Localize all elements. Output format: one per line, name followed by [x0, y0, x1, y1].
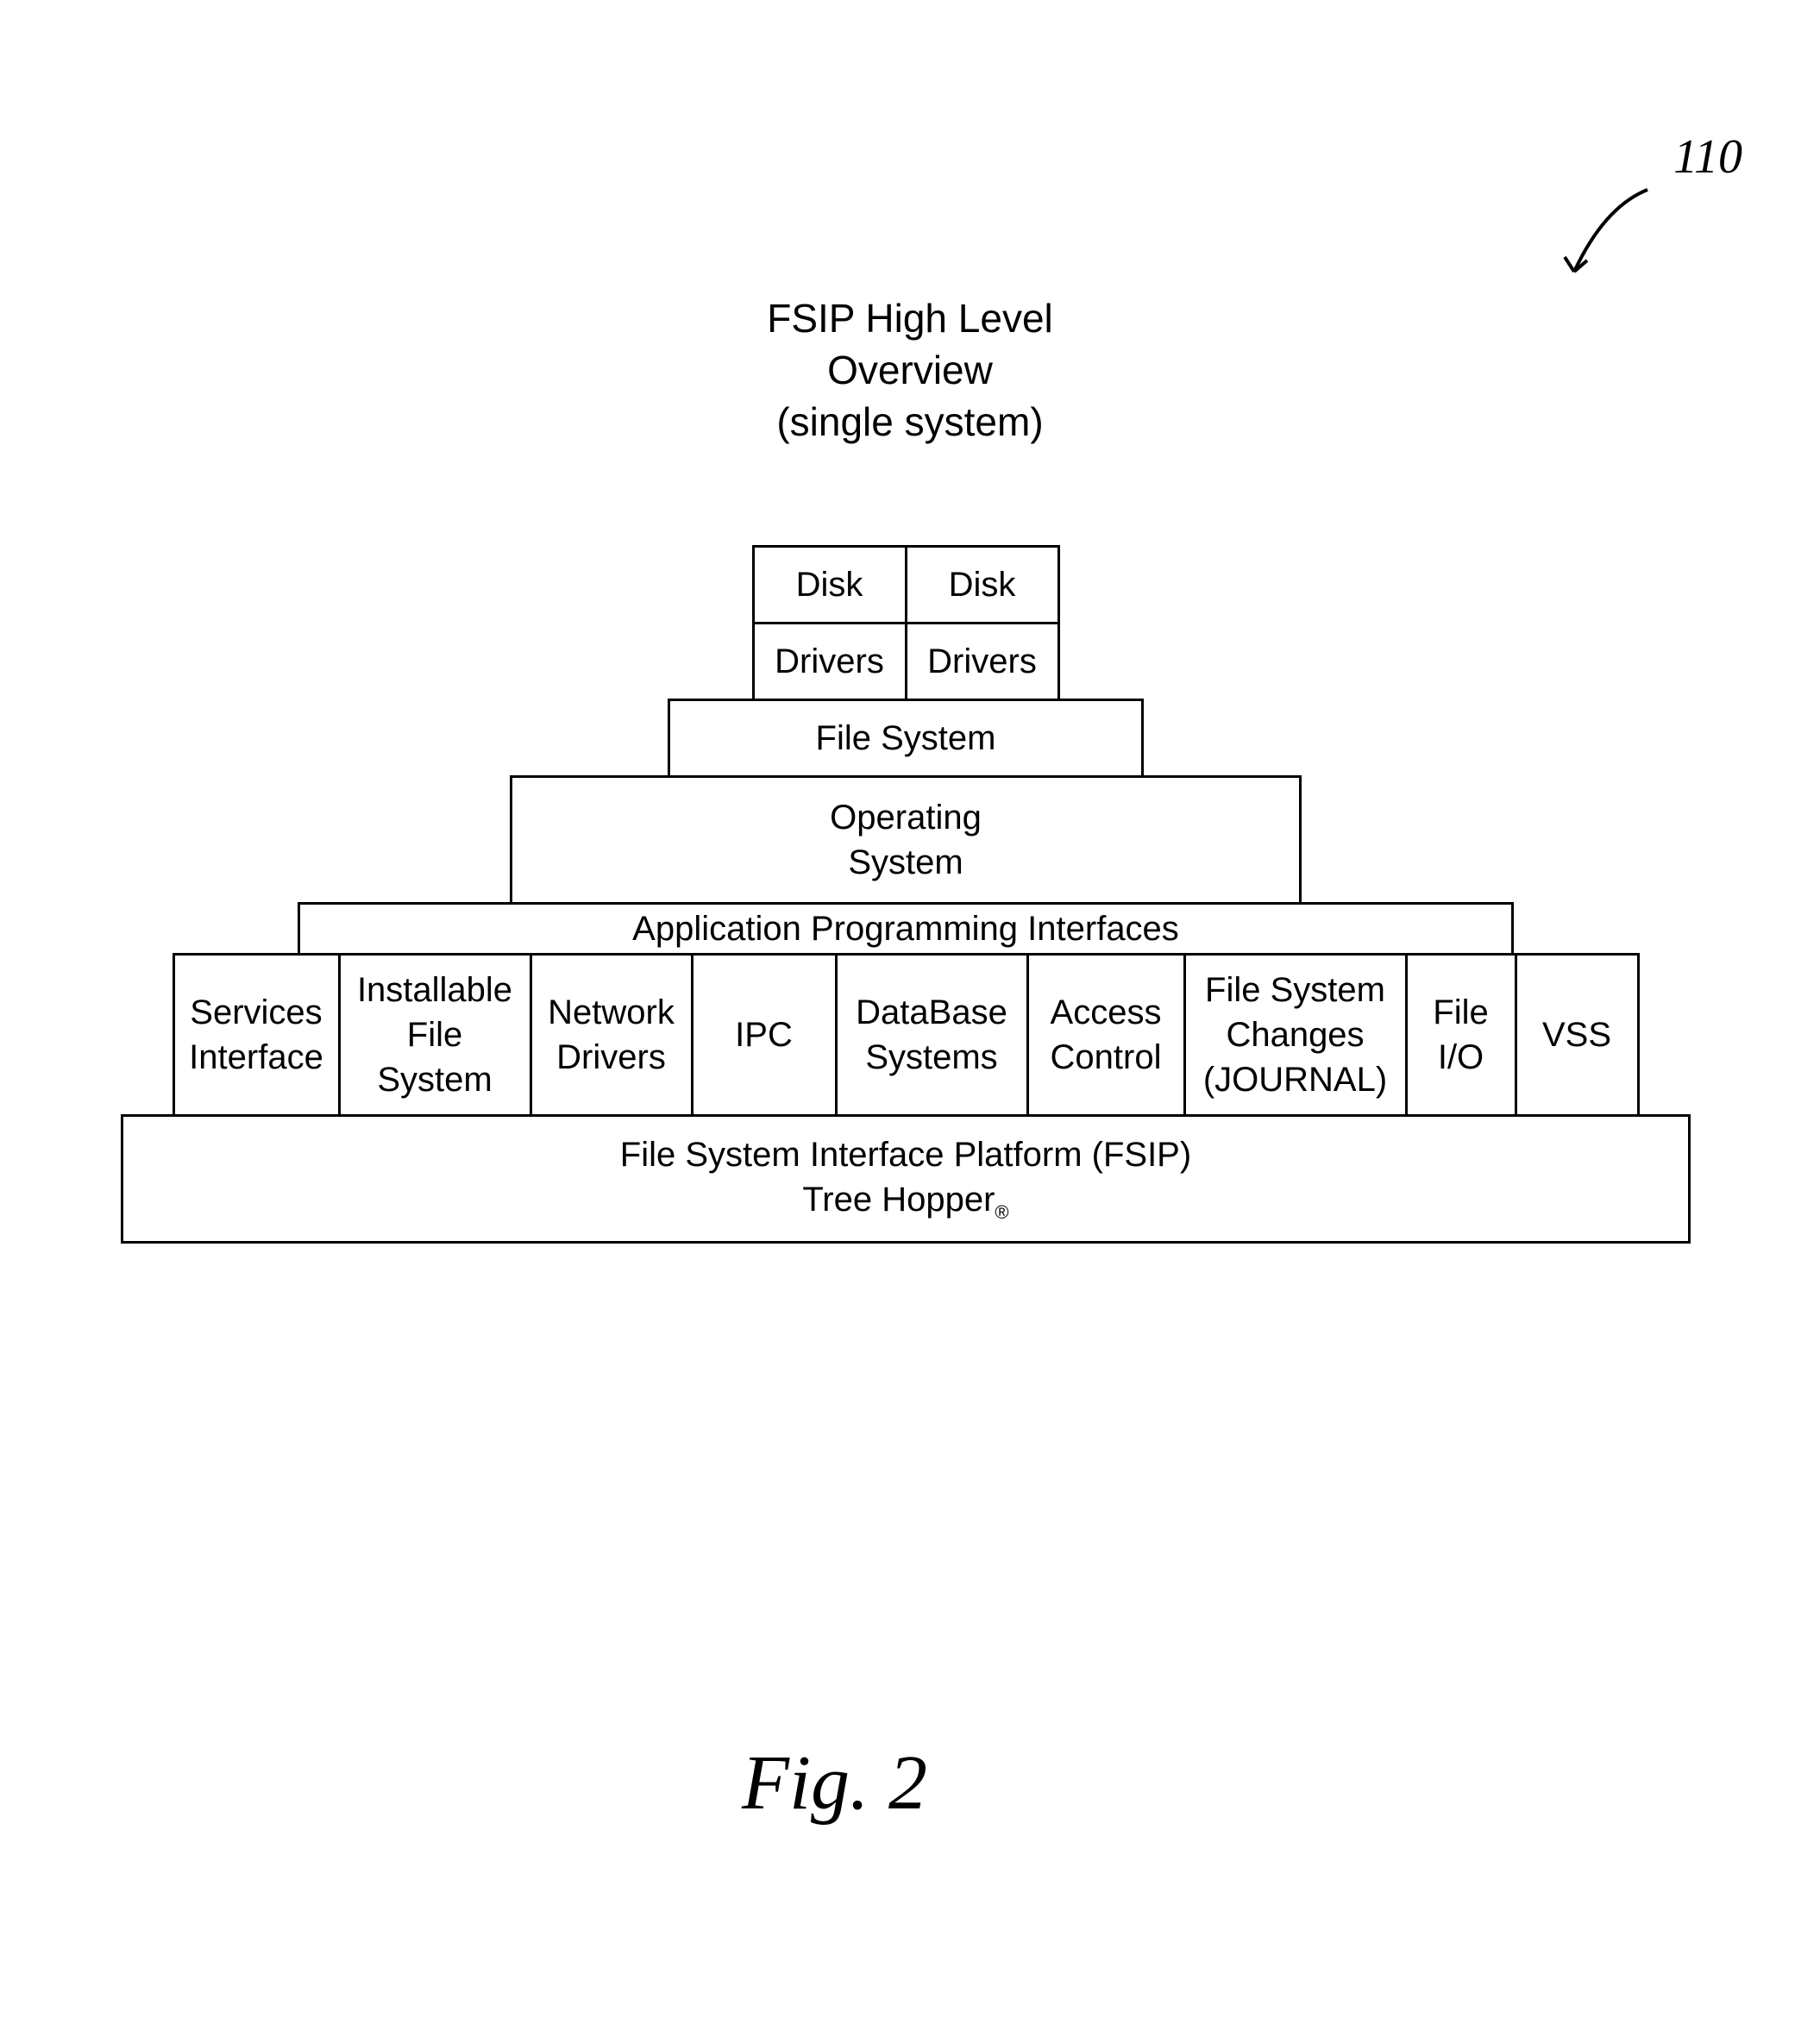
- drivers-box: Drivers: [752, 622, 907, 701]
- fsip-box: File System Interface Platform (FSIP) Tr…: [121, 1114, 1691, 1244]
- reference-number: 110: [1673, 129, 1742, 185]
- os-label: System: [848, 840, 963, 885]
- disk-box: Disk: [905, 545, 1060, 624]
- ipc-box: IPC: [691, 953, 838, 1117]
- disk-box: Disk: [752, 545, 907, 624]
- cell-label: File: [1433, 990, 1488, 1035]
- fsip-row: File System Interface Platform (FSIP) Tr…: [121, 1114, 1691, 1244]
- filesystem-row: File System: [121, 699, 1691, 778]
- journal-box: File System Changes (JOURNAL): [1183, 953, 1408, 1117]
- title-line: (single system): [651, 397, 1169, 448]
- os-row: Operating System: [121, 775, 1691, 905]
- cell-label: File System: [1205, 968, 1385, 1012]
- fsip-label: Tree Hopper®: [802, 1177, 1008, 1225]
- os-box: Operating System: [510, 775, 1302, 905]
- title-line: FSIP High Level: [651, 293, 1169, 345]
- interfaces-row: Services Interface Installable File Syst…: [121, 953, 1691, 1117]
- cell-label: Control: [1051, 1035, 1162, 1080]
- fsip-treehopper: Tree Hopper: [802, 1181, 995, 1219]
- file-io-box: File I/O: [1405, 953, 1517, 1117]
- architecture-diagram: Disk Disk Drivers Drivers File System Op…: [121, 548, 1691, 1244]
- registered-icon: ®: [995, 1201, 1008, 1223]
- services-interface-box: Services Interface: [173, 953, 341, 1117]
- os-label: Operating: [830, 795, 982, 840]
- installable-fs-box: Installable File System: [338, 953, 532, 1117]
- figure-label: Fig. 2: [742, 1739, 927, 1827]
- title-line: Overview: [651, 345, 1169, 397]
- api-box: Application Programming Interfaces: [298, 902, 1514, 956]
- cell-label: Installable: [357, 968, 512, 1012]
- cell-label: (JOURNAL): [1203, 1057, 1387, 1102]
- cell-label: Services: [190, 990, 322, 1035]
- reference-arrow: [1553, 181, 1673, 293]
- cell-label: Interface: [189, 1035, 323, 1080]
- cell-label: Systems: [865, 1035, 997, 1080]
- cell-label: Drivers: [556, 1035, 666, 1080]
- vss-box: VSS: [1515, 953, 1640, 1117]
- cell-label: Access: [1051, 990, 1162, 1035]
- cell-label: Changes: [1226, 1012, 1364, 1057]
- cell-label: System: [377, 1057, 492, 1102]
- diagram-title: FSIP High Level Overview (single system): [651, 293, 1169, 448]
- database-box: DataBase Systems: [835, 953, 1029, 1117]
- drivers-row: Drivers Drivers: [121, 622, 1691, 701]
- disk-row: Disk Disk: [121, 545, 1691, 624]
- cell-label: DataBase: [856, 990, 1007, 1035]
- cell-label: I/O: [1438, 1035, 1484, 1080]
- cell-label: File: [407, 1012, 462, 1057]
- fsip-label: File System Interface Platform (FSIP): [620, 1132, 1191, 1177]
- api-row: Application Programming Interfaces: [121, 902, 1691, 956]
- access-control-box: Access Control: [1026, 953, 1186, 1117]
- network-drivers-box: Network Drivers: [530, 953, 693, 1117]
- drivers-box: Drivers: [905, 622, 1060, 701]
- cell-label: Network: [548, 990, 675, 1035]
- filesystem-box: File System: [668, 699, 1144, 778]
